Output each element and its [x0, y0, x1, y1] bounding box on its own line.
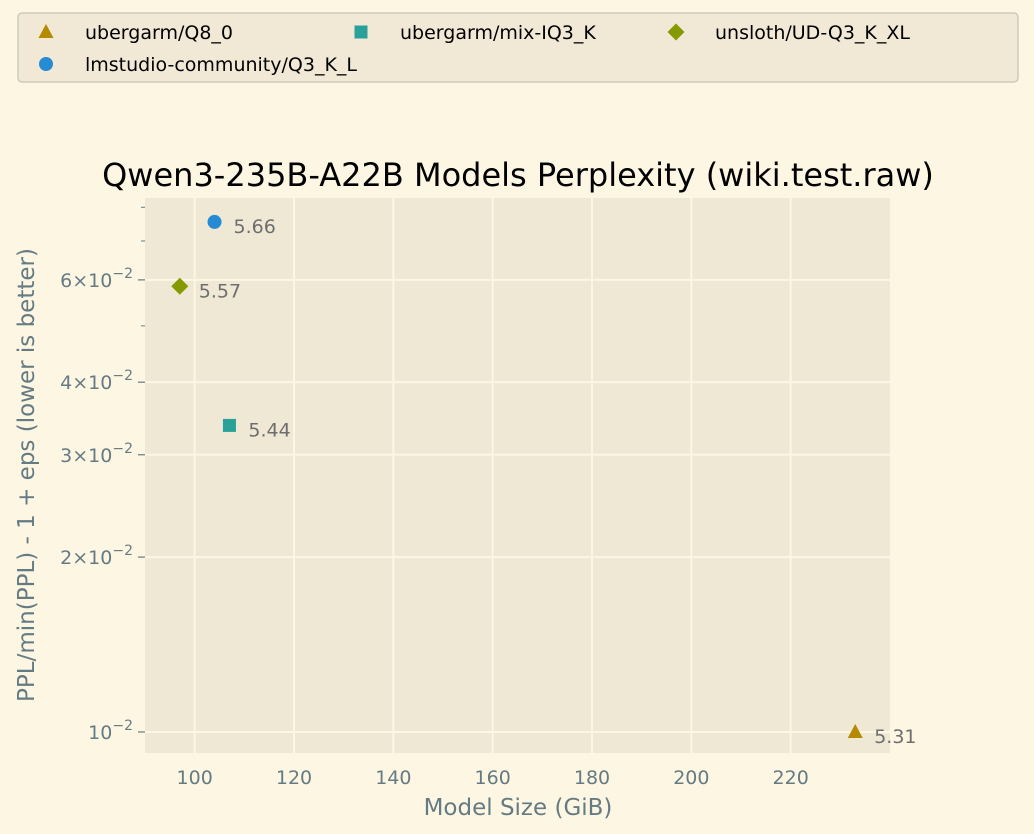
x-tick-label: 180: [574, 767, 610, 789]
data-points: 5.31 5.44 5.57 5.66: [171, 214, 917, 748]
chart-title: Qwen3-235B-A22B Models Perplexity (wiki.…: [102, 156, 934, 194]
x-tick-label: 120: [276, 767, 312, 789]
legend-label: unsloth/UD-Q3_K_XL: [715, 22, 910, 44]
x-axis: 100 120 140 160 180 200 220: [177, 767, 809, 789]
circle-legend-icon: [39, 57, 53, 71]
circle-point-marker: [207, 214, 222, 229]
x-tick-label: 140: [375, 767, 411, 789]
point-value-label: 5.57: [199, 280, 241, 302]
y-axis: 10−2 2×10−2 3×10−2 4×10−2 6×10−2: [60, 206, 145, 744]
triangle-legend-icon: [38, 24, 54, 38]
legend-box: [17, 12, 1019, 83]
point-value-label: 5.31: [874, 726, 916, 748]
legend-label: ubergarm/mix-IQ3_K: [400, 22, 596, 44]
x-axis-title: Model Size (GiB): [424, 795, 613, 821]
point-value-label: 5.44: [248, 419, 290, 441]
x-tick-label: 200: [673, 767, 709, 789]
y-tick-label: 2×10−2: [60, 543, 133, 569]
x-tick-label: 100: [177, 767, 213, 789]
x-tick-label: 160: [475, 767, 511, 789]
legend-label: ubergarm/Q8_0: [85, 22, 233, 44]
plot-area: [145, 198, 890, 753]
y-tick-label: 10−2: [88, 718, 133, 744]
square-legend-icon: [354, 25, 368, 39]
y-axis-title: PPL/min(PPL) - 1 + eps (lower is better): [14, 248, 40, 702]
triangle-point-marker: [847, 723, 863, 738]
legend: ubergarm/Q8_0 ubergarm/mix-IQ3_K unsloth/U…: [38, 22, 910, 76]
grid: [145, 198, 890, 753]
y-tick-label: 6×10−2: [60, 266, 133, 292]
y-tick-label: 4×10−2: [60, 368, 133, 394]
y-tick-label: 3×10−2: [60, 441, 133, 467]
legend-label: lmstudio-community/Q3_K_L: [85, 54, 357, 76]
diamond-point-marker: [171, 277, 189, 295]
x-tick-label: 220: [773, 767, 809, 789]
point-value-label: 5.66: [234, 216, 276, 238]
square-point-marker: [222, 418, 236, 432]
diamond-legend-icon: [667, 23, 685, 41]
